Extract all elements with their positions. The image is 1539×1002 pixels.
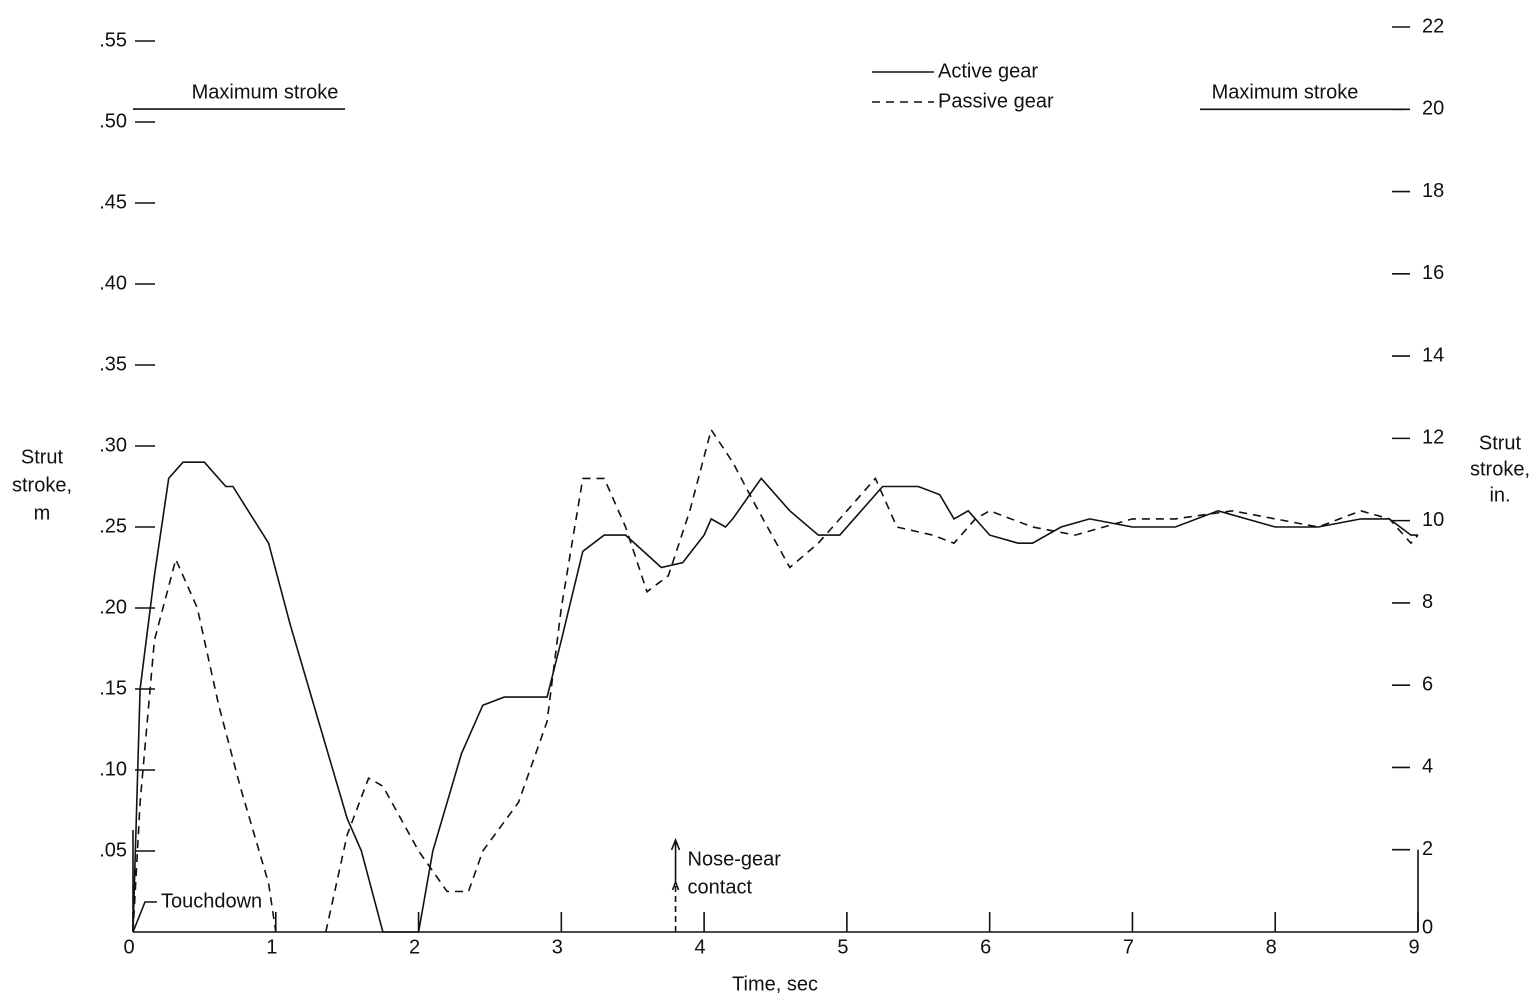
data-line [132, 427, 1419, 933]
x-axis-label: Time, sec [732, 973, 818, 995]
y-axis-label: stroke, [12, 474, 72, 496]
y-axis-label: m [34, 502, 51, 524]
x-tick-label: 9 [1408, 936, 1419, 958]
x-tick-label: 7 [1123, 936, 1134, 958]
annotation: Nose-gear [688, 848, 782, 870]
y-tick-label: .15 [99, 677, 127, 699]
annotation: Maximum stroke [1212, 82, 1359, 104]
y2-tick-label: 0 [1422, 916, 1433, 938]
y-tick-label: .05 [99, 839, 127, 861]
annotation-leader [132, 901, 157, 933]
x-tick-label: 1 [266, 936, 277, 958]
data-line [132, 461, 1418, 933]
y2-tick-label: 20 [1422, 98, 1444, 120]
y2-tick-label: 22 [1422, 15, 1444, 37]
y2-tick-label: 2 [1422, 838, 1433, 860]
y-tick-label: .25 [99, 515, 127, 537]
x-tick-label: 2 [409, 936, 420, 958]
y2-tick-label: 12 [1422, 427, 1444, 449]
y2-tick-label: 16 [1422, 262, 1444, 284]
y-tick-label: .30 [99, 434, 127, 456]
x-tick-label: 4 [695, 936, 706, 958]
x-tick-label: 0 [123, 936, 134, 958]
y2-tick-label: 18 [1422, 180, 1444, 202]
y-axis-label: Strut [21, 446, 64, 468]
legend-label: Active gear [938, 60, 1038, 82]
y-tick-label: .20 [99, 596, 127, 618]
x-tick-label: 8 [1266, 936, 1277, 958]
y-tick-label: .10 [99, 758, 127, 780]
legend-label: Passive gear [938, 90, 1054, 112]
y2-tick-label: 4 [1422, 756, 1433, 778]
y2-tick-label: 6 [1422, 673, 1433, 695]
annotation: contact [688, 876, 753, 898]
x-tick-label: 5 [837, 936, 848, 958]
y2-axis-label: in. [1489, 484, 1510, 506]
y-tick-label: .45 [99, 191, 127, 213]
y2-tick-label: 10 [1422, 509, 1444, 531]
x-tick-label: 6 [980, 936, 991, 958]
y-tick-label: .40 [99, 272, 127, 294]
x-tick-label: 3 [552, 936, 563, 958]
y-tick-label: .35 [99, 353, 127, 375]
y2-axis-label: Strut [1479, 432, 1522, 454]
annotation: Touchdown [161, 890, 262, 912]
y-tick-label: .55 [99, 29, 127, 51]
y2-tick-label: 8 [1422, 591, 1433, 613]
y-tick-label: .50 [99, 110, 127, 132]
y2-axis-label: stroke, [1470, 458, 1530, 480]
annotation: Maximum stroke [192, 81, 339, 103]
y2-tick-label: 14 [1422, 344, 1444, 366]
annotation-arrow [670, 837, 681, 891]
